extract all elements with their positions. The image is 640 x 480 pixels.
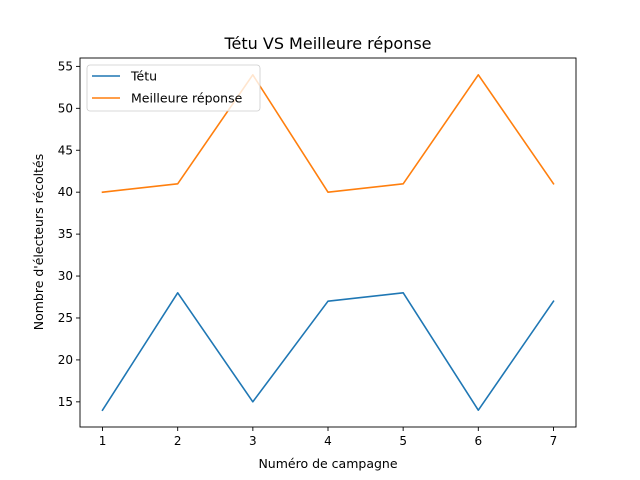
x-tick-label: 6	[474, 434, 482, 448]
y-tick-label: 35	[58, 227, 73, 241]
legend: Tétu Meilleure réponse	[86, 64, 261, 112]
y-tick-label: 20	[58, 353, 73, 367]
x-tick-label: 4	[324, 434, 332, 448]
y-tick-label: 55	[58, 59, 73, 73]
y-tick-label: 15	[58, 395, 73, 409]
y-axis-label: Nombre d'électeurs récoltés	[31, 154, 46, 331]
chart-title: Tétu VS Meilleure réponse	[223, 34, 431, 53]
y-tick-label: 40	[58, 185, 73, 199]
legend-label: Meilleure réponse	[131, 91, 243, 106]
series-line-2	[101, 74, 555, 194]
x-tick-label: 7	[550, 434, 558, 448]
axes-frame	[79, 57, 577, 428]
x-tick-label: 5	[399, 434, 407, 448]
x-tick-label: 3	[249, 434, 257, 448]
y-tick-label: 30	[58, 269, 73, 283]
x-tick-label: 1	[99, 434, 107, 448]
series-line-1	[101, 291, 555, 412]
y-tick-label: 50	[58, 101, 73, 115]
y-tick-label: 25	[58, 311, 73, 325]
y-tick-label: 45	[58, 143, 73, 157]
legend-box	[86, 64, 261, 112]
x-axis-label: Numéro de campagne	[258, 456, 397, 471]
x-tick-label: 2	[174, 434, 182, 448]
legend-label: Tétu	[130, 69, 157, 84]
